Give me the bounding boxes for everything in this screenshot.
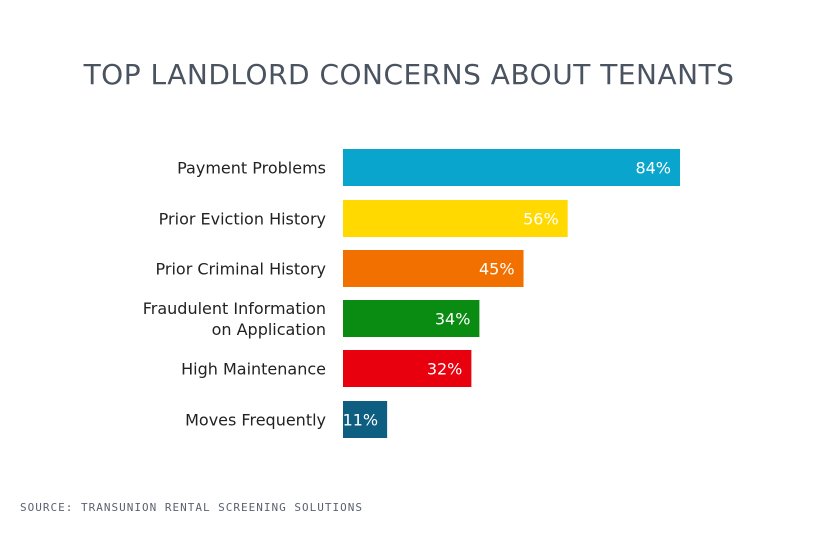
- value-labels-group: 84% 56% 45% 34% 32% 11%: [343, 159, 671, 430]
- bar-1: [343, 200, 568, 237]
- bar-5: [343, 401, 388, 438]
- category-label-4: High Maintenance: [181, 360, 326, 379]
- bars-group: [343, 149, 680, 438]
- bar-value-label-5: 11%: [343, 411, 379, 430]
- bar-value-label-0: 84%: [635, 159, 671, 178]
- category-label-3: Fraudulent Information on Application: [143, 299, 326, 339]
- category-labels-group: Payment Problems Prior Eviction History Pr…: [143, 159, 326, 430]
- bar-4: [343, 350, 472, 387]
- category-label-5: Moves Frequently: [185, 411, 326, 430]
- bar-value-label-3: 34%: [435, 310, 471, 329]
- bar-2: [343, 250, 524, 287]
- bar-value-label-2: 45%: [479, 260, 515, 279]
- source-note: SOURCE: TRANSUNION RENTAL SCREENING SOLU…: [20, 501, 364, 514]
- bar-0: [343, 149, 680, 186]
- category-label-1: Prior Eviction History: [159, 210, 326, 229]
- bar-value-label-1: 56%: [523, 210, 559, 229]
- bar-3: [343, 300, 480, 337]
- category-label-0: Payment Problems: [177, 159, 326, 178]
- category-label-2: Prior Criminal History: [156, 260, 326, 279]
- bar-value-label-4: 32%: [427, 360, 463, 379]
- chart-title: TOP LANDLORD CONCERNS ABOUT TENANTS: [83, 58, 735, 91]
